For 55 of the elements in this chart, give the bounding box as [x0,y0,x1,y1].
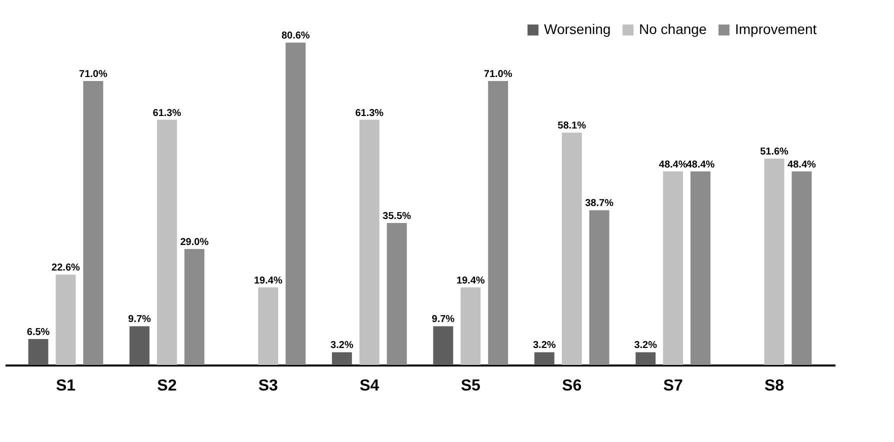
bar [562,132,582,365]
data-label: 58.1% [558,120,586,132]
data-label: 9.7% [432,314,455,326]
x-tick-label: S5 [460,378,480,394]
data-label: 22.6% [52,262,80,274]
bar [184,249,204,365]
x-tick-label: S2 [157,378,177,394]
bar [156,120,177,365]
bar [56,274,76,365]
bar [332,352,352,365]
x-tick-label: S7 [663,378,683,394]
bar [386,223,407,365]
data-label: 48.4% [686,159,715,170]
x-tick-label: S8 [764,378,784,394]
bar [359,120,380,365]
data-label: 6.5% [26,327,50,338]
x-tick-label: S1 [56,378,76,394]
bar [589,210,610,365]
data-label: 19.4% [254,275,282,286]
data-label: 35.5% [382,211,412,222]
data-label: 29.0% [180,237,209,248]
bar [690,171,710,365]
data-label: 61.3% [152,108,182,119]
bar [130,326,150,365]
bar [663,171,684,365]
data-label: 38.7% [585,198,614,210]
bar [488,81,508,365]
data-label: 3.2% [532,340,556,352]
bar [534,352,554,365]
bar [764,158,784,365]
data-label: 48.4% [658,159,688,170]
x-tick-label: S6 [562,378,582,394]
data-label: 48.4% [788,159,816,170]
data-label: 3.2% [330,340,354,352]
bar [792,171,812,365]
data-label: 61.3% [355,108,384,119]
bar [83,81,104,365]
bar [258,287,278,365]
data-label: 71.0% [484,69,512,80]
legend-label: No change [639,21,707,37]
data-label: 80.6% [281,30,310,42]
bar [636,352,656,365]
legend-label: Worsening [544,21,611,37]
x-tick-label: S3 [258,378,278,394]
data-label: 3.2% [634,340,658,352]
x-tick-label: S4 [360,378,380,394]
bar [286,42,306,365]
data-label: 19.4% [456,275,485,286]
data-label: 71.0% [79,69,108,80]
bar [433,326,454,365]
legend-label: Improvement [735,21,817,37]
data-label: 51.6% [760,146,789,158]
bar [28,339,48,365]
data-label: 9.7% [128,314,152,326]
bar [460,287,481,365]
